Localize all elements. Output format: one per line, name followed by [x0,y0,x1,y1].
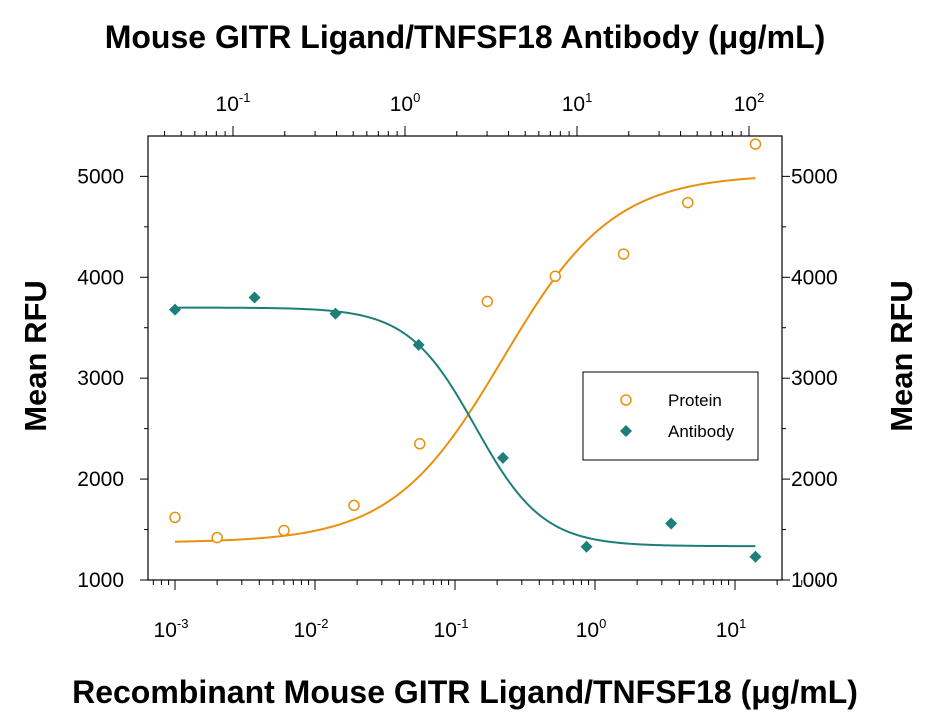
right-y-axis: 1000 2000 3000 4000 5000 [782,165,838,592]
antibody-fit-curve [175,306,756,548]
left-y-axis: 1000 2000 3000 4000 5000 [77,165,148,592]
legend-protein-marker [620,394,632,406]
protein-data-point [169,511,181,524]
legend-antibody-label: Antibody [668,422,735,441]
protein-data-point [413,438,426,450]
right-tick-label: 2000 [791,468,838,491]
protein-data-point [278,524,290,537]
left-tick-label: 1000 [77,569,124,592]
left-tick-label: 4000 [77,266,124,289]
antibody-data-point [329,307,342,320]
bottom-tick-label: 101 [716,616,747,642]
legend-antibody-marker [620,425,632,437]
top-x-axis: 10-1 100 101 102 [164,90,765,136]
antibody-data-point [412,338,425,351]
legend-box [582,371,759,461]
protein-data-point [549,270,561,283]
right-tick-label: 1000 [791,569,838,592]
data-points [169,138,762,563]
bottom-tick-label: 10-1 [434,616,469,642]
left-tick-label: 5000 [77,165,124,188]
legend: Protein Antibody [582,371,759,461]
protein-data-point [211,531,223,544]
right-tick-label: 3000 [791,367,838,390]
antibody-data-point [665,517,678,530]
protein-data-point [682,196,694,209]
antibody-data-point [248,291,261,304]
protein-fit-curve [174,177,756,543]
left-tick-label: 2000 [77,468,124,491]
protein-data-point [481,295,494,308]
fit-curves [174,177,756,548]
top-tick-label: 100 [390,90,421,116]
left-tick-label: 3000 [77,367,124,390]
top-tick-label: 102 [734,90,765,116]
protein-data-point [348,499,360,512]
top-tick-label: 10-1 [216,90,251,116]
left-y-axis-label: Mean RFU [18,280,53,432]
protein-data-point [749,138,762,150]
plot-frame [147,135,783,581]
right-tick-label: 4000 [791,266,838,289]
top-axis-title: Mouse GITR Ligand/TNFSF18 Antibody (μg/m… [105,19,826,55]
bottom-tick-label: 10-2 [294,616,329,642]
bottom-x-axis: 10-3 10-2 10-1 100 101 [152,580,820,642]
bottom-axis-title: Recombinant Mouse GITR Ligand/TNFSF18 (μ… [72,674,858,710]
antibody-data-point [169,303,181,316]
right-tick-label: 5000 [791,165,838,188]
antibody-data-point [580,540,593,553]
right-y-axis-label: Mean RFU [884,280,919,432]
antibody-data-point [749,550,762,563]
bottom-tick-label: 100 [576,616,607,642]
top-tick-label: 101 [562,90,593,116]
protein-data-point [617,248,630,260]
antibody-data-point [496,451,509,464]
legend-protein-label: Protein [668,391,722,410]
bottom-tick-label: 10-3 [154,616,189,642]
